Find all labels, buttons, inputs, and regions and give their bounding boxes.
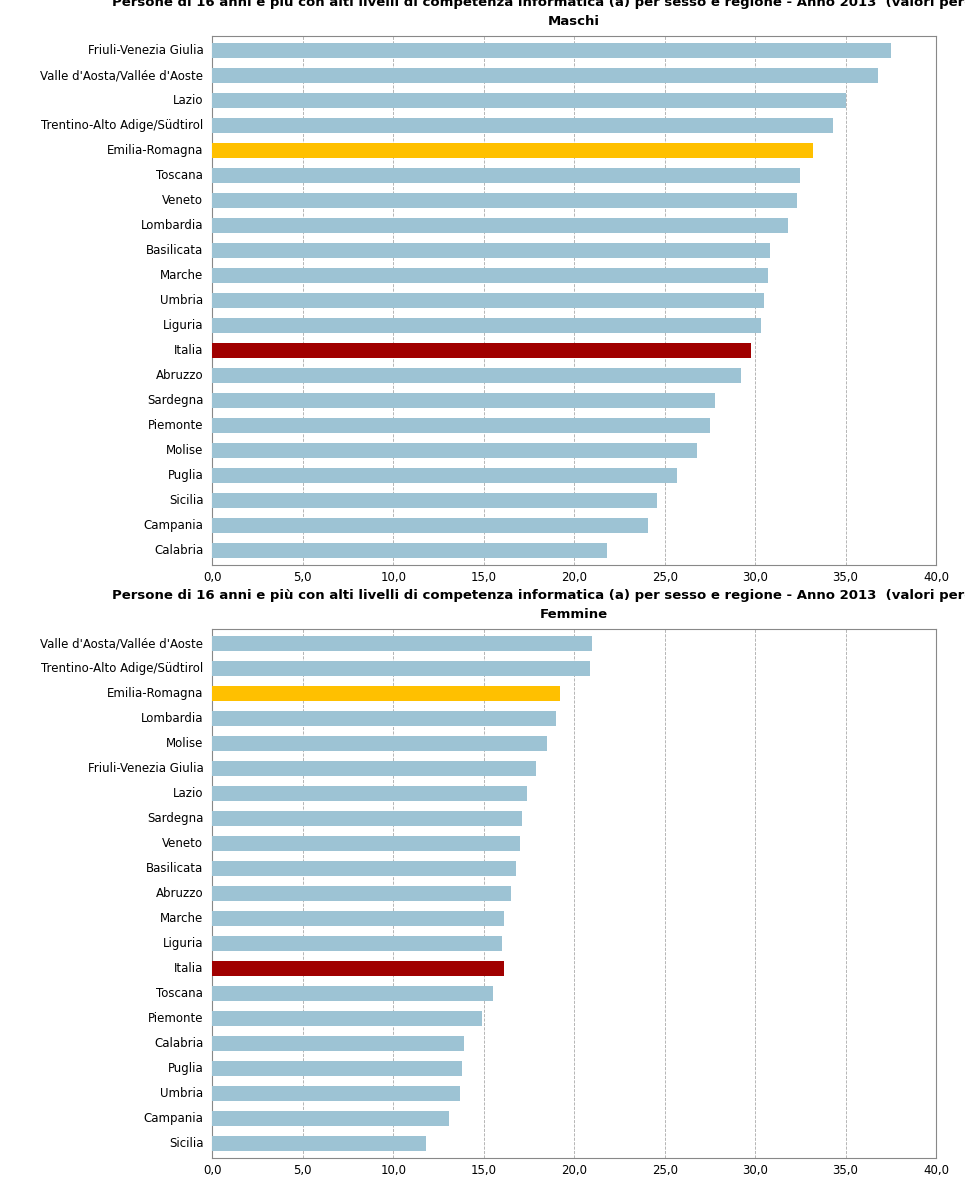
Bar [212, 636, 593, 651]
Bar [212, 518, 648, 533]
Bar [212, 143, 813, 158]
Bar [212, 443, 697, 457]
Bar [212, 293, 764, 308]
Bar [212, 1011, 482, 1026]
Bar [212, 244, 770, 258]
Bar [212, 43, 891, 59]
Bar [212, 343, 752, 358]
Bar [212, 761, 537, 776]
Bar [212, 368, 741, 383]
Bar [212, 1060, 462, 1076]
Bar [212, 836, 520, 851]
Bar [212, 543, 607, 558]
Bar [212, 193, 797, 208]
Bar [212, 886, 510, 901]
Bar [212, 219, 787, 233]
Bar [212, 68, 878, 84]
Bar [212, 318, 760, 333]
Bar [212, 786, 527, 801]
Bar [212, 1085, 460, 1101]
Bar [212, 493, 657, 507]
Bar [212, 936, 502, 950]
Bar [212, 468, 677, 482]
Bar [212, 118, 833, 134]
Bar [212, 712, 556, 726]
Bar [212, 418, 710, 433]
Bar [212, 661, 591, 676]
Bar [212, 737, 547, 751]
Bar [212, 911, 504, 925]
Bar [212, 93, 845, 109]
Bar [212, 687, 560, 701]
Bar [212, 811, 522, 826]
Bar [212, 986, 493, 1001]
Title: Persone di 16 anni e più con alti livelli di competenza informatica (a) per sess: Persone di 16 anni e più con alti livell… [112, 0, 965, 27]
Bar [212, 393, 715, 408]
Bar [212, 168, 800, 183]
Bar [212, 961, 504, 975]
Title: Persone di 16 anni e più con alti livelli di competenza informatica (a) per sess: Persone di 16 anni e più con alti livell… [112, 589, 965, 621]
Bar [212, 1036, 464, 1051]
Bar [212, 861, 516, 876]
Bar [212, 1110, 450, 1126]
Bar [212, 1135, 426, 1151]
Bar [212, 269, 768, 283]
